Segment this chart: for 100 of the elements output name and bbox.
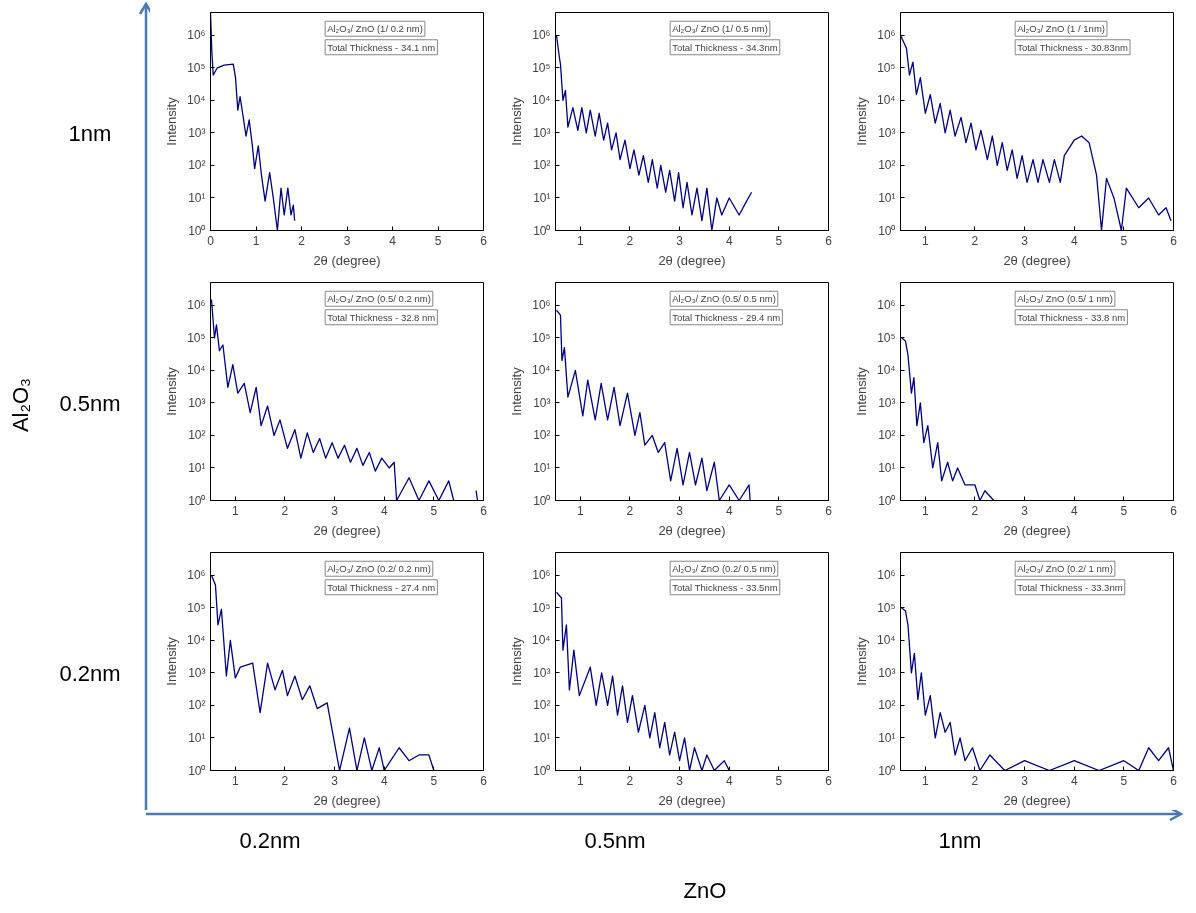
y-axis-title: Intensity bbox=[164, 366, 179, 416]
x-tick-label: 6 bbox=[480, 503, 488, 518]
x-tick-label: 4 bbox=[725, 773, 733, 788]
x-tick-label: 6 bbox=[1170, 233, 1178, 248]
y-tick-label: 10² bbox=[533, 698, 551, 713]
y-tick-label: 10⁰ bbox=[188, 223, 206, 238]
annotation: Al₂O₃/ ZnO (1 / 1nm) bbox=[1017, 23, 1105, 35]
y-tick-label: 10⁴ bbox=[187, 93, 206, 108]
y-tick-label: 10¹ bbox=[188, 190, 206, 205]
y-tick-label: 10⁶ bbox=[877, 568, 896, 583]
x-tick-label: 4 bbox=[725, 503, 733, 518]
y-tick-label: 10² bbox=[878, 428, 896, 443]
y-tick-label: 10⁵ bbox=[877, 330, 896, 345]
annotation: Al₂O₃/ ZnO (1/ 0.5 nm) bbox=[672, 23, 768, 35]
x-axis-title: 2θ (degree) bbox=[313, 522, 381, 538]
annotation: Total Thickness - 32.8 nm bbox=[327, 311, 436, 323]
y-axis-title: Intensity bbox=[509, 96, 524, 146]
x-tick-label: 2 bbox=[626, 503, 634, 518]
x-tick-label: 6 bbox=[1170, 503, 1178, 518]
y-tick-label: 10⁶ bbox=[532, 568, 551, 583]
y-tick-label: 10³ bbox=[188, 665, 206, 680]
x-tick-label: 5 bbox=[775, 233, 783, 248]
x-tick-label: 4 bbox=[725, 233, 733, 248]
x-tick-label: 2 bbox=[626, 773, 634, 788]
y-tick-label: 10³ bbox=[878, 395, 896, 410]
y-tick-label: 10¹ bbox=[533, 190, 551, 205]
y-tick-label: 10⁴ bbox=[532, 633, 551, 648]
x-tick-label: 5 bbox=[1120, 233, 1128, 248]
x-tick-label: 2 bbox=[281, 503, 289, 518]
y-tick-label: 10⁰ bbox=[533, 763, 551, 778]
y-tick-label: 10⁰ bbox=[878, 763, 896, 778]
x-tick-label: 1 bbox=[576, 233, 584, 248]
x-tick-label: 5 bbox=[1120, 503, 1128, 518]
y-tick-label: 10⁵ bbox=[532, 60, 551, 75]
y-tick-label: 10⁰ bbox=[878, 493, 896, 508]
category-label: 0.5nm bbox=[584, 827, 646, 853]
x-axis-title: 2θ (degree) bbox=[313, 792, 381, 808]
y-tick-label: 10⁶ bbox=[187, 298, 206, 313]
x-tick-label: 4 bbox=[1070, 233, 1078, 248]
y-tick-label: 10⁶ bbox=[187, 28, 206, 43]
y-tick-label: 10⁰ bbox=[533, 223, 551, 238]
x-tick-label: 6 bbox=[1170, 773, 1178, 788]
x-axis-title: 2θ (degree) bbox=[1003, 792, 1071, 808]
text: Al₂O₃ bbox=[7, 377, 33, 433]
y-axis-title: Intensity bbox=[854, 96, 869, 146]
y-tick-label: 10¹ bbox=[878, 190, 896, 205]
y-tick-label: 10⁵ bbox=[877, 60, 896, 75]
text: ZnO bbox=[683, 877, 727, 903]
y-tick-label: 10² bbox=[533, 158, 551, 173]
annotation: Total Thickness - 33.3nm bbox=[1017, 581, 1123, 593]
x-axis-title: 2θ (degree) bbox=[313, 252, 381, 268]
x-tick-label: 1 bbox=[252, 233, 260, 248]
x-tick-label: 3 bbox=[331, 503, 339, 518]
y-tick-label: 10⁵ bbox=[187, 600, 206, 615]
x-tick-label: 5 bbox=[430, 503, 438, 518]
y-tick-label: 10² bbox=[188, 158, 206, 173]
y-tick-label: 10² bbox=[878, 158, 896, 173]
x-tick-label: 3 bbox=[1021, 233, 1029, 248]
annotation: Al₂O₃/ ZnO (0.5/ 0.2 nm) bbox=[327, 293, 431, 305]
x-tick-label: 3 bbox=[676, 233, 684, 248]
y-tick-label: 10¹ bbox=[533, 460, 551, 475]
y-tick-label: 10⁰ bbox=[188, 763, 206, 778]
y-tick-label: 10⁶ bbox=[877, 298, 896, 313]
x-tick-label: 3 bbox=[676, 503, 684, 518]
x-tick-label: 1 bbox=[231, 773, 239, 788]
annotation: Total Thickness - 30.83nm bbox=[1017, 41, 1128, 53]
y-tick-label: 10² bbox=[188, 698, 206, 713]
x-tick-label: 5 bbox=[1120, 773, 1128, 788]
annotation: Al₂O₃/ ZnO (0.2/ 1 nm) bbox=[1017, 563, 1113, 575]
x-axis-title: 2θ (degree) bbox=[658, 522, 726, 538]
annotation: Al₂O₃/ ZnO (0.5/ 0.5 nm) bbox=[672, 293, 776, 305]
x-tick-label: 5 bbox=[775, 503, 783, 518]
y-tick-label: 10⁵ bbox=[532, 330, 551, 345]
x-tick-label: 5 bbox=[434, 233, 442, 248]
y-tick-label: 10⁰ bbox=[533, 493, 551, 508]
y-tick-label: 10¹ bbox=[878, 460, 896, 475]
y-tick-label: 10² bbox=[533, 428, 551, 443]
x-tick-label: 3 bbox=[343, 233, 351, 248]
category-label: 0.2nm bbox=[59, 660, 121, 686]
x-tick-label: 3 bbox=[331, 773, 339, 788]
y-tick-label: 10¹ bbox=[188, 460, 206, 475]
x-tick-label: 2 bbox=[298, 233, 306, 248]
x-tick-label: 4 bbox=[389, 233, 397, 248]
y-tick-label: 10¹ bbox=[188, 730, 206, 745]
y-tick-label: 10⁰ bbox=[188, 493, 206, 508]
x-tick-label: 4 bbox=[380, 503, 388, 518]
annotation: Al₂O₃/ ZnO (0.2/ 0.5 nm) bbox=[672, 563, 776, 575]
x-tick-label: 1 bbox=[576, 503, 584, 518]
y-axis-title: Intensity bbox=[164, 636, 179, 686]
y-tick-label: 10⁵ bbox=[187, 60, 206, 75]
x-axis-title: 2θ (degree) bbox=[658, 252, 726, 268]
y-tick-label: 10⁴ bbox=[877, 93, 896, 108]
category-label: 1nm bbox=[938, 827, 982, 853]
x-tick-label: 2 bbox=[971, 233, 979, 248]
x-tick-label: 4 bbox=[1070, 773, 1078, 788]
annotation: Total Thickness - 27.4 nm bbox=[327, 581, 436, 593]
x-tick-label: 2 bbox=[971, 773, 979, 788]
y-tick-label: 10⁶ bbox=[532, 28, 551, 43]
y-axis-title: Intensity bbox=[509, 366, 524, 416]
annotation: Total Thickness - 29.4 nm bbox=[672, 311, 781, 323]
